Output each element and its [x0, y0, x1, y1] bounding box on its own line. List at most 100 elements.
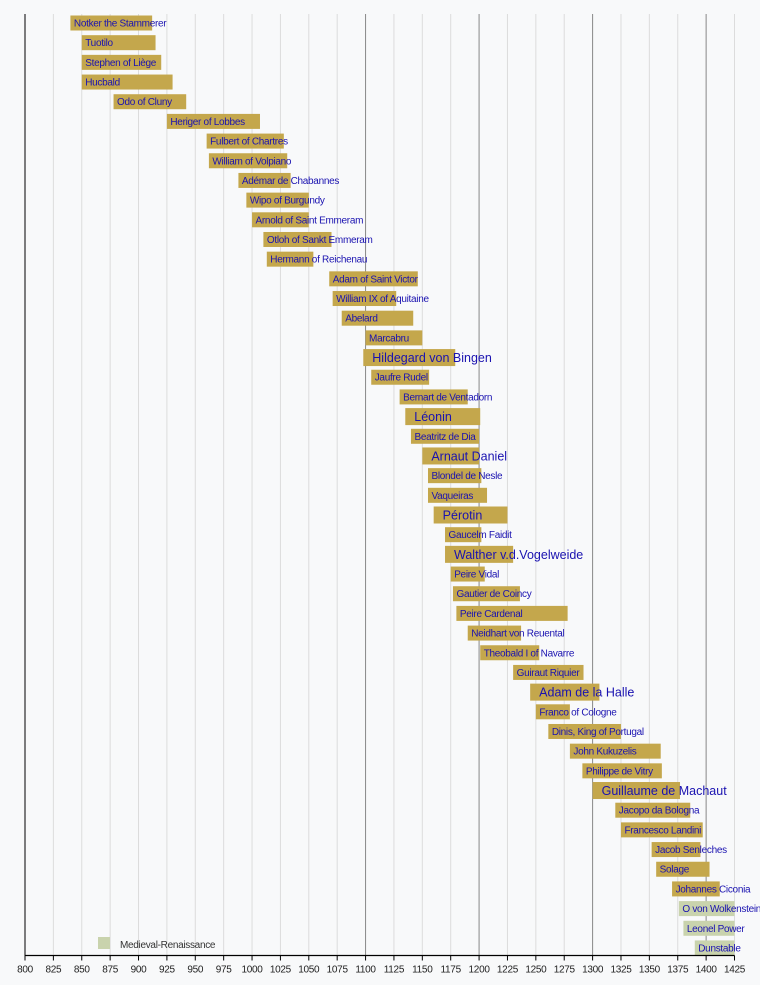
x-tick-label: 1050 — [298, 965, 320, 976]
timeline-row: John Kukuzelis — [569, 743, 661, 759]
composer-label[interactable]: Dinis, King of Portugal — [552, 727, 644, 738]
composer-label[interactable]: Guiraut Riquier — [517, 668, 581, 679]
composer-label[interactable]: Adam de la Halle — [539, 686, 634, 700]
composer-label[interactable]: Theobald I of Navarre — [484, 648, 575, 659]
composer-label[interactable]: Beatritz de Dia — [414, 432, 476, 443]
timeline-row: Wipo of Burgundy — [246, 192, 325, 208]
composer-label[interactable]: Walther v.d.Vogelweide — [454, 548, 583, 562]
timeline-row: Blondel de Nesle — [427, 468, 503, 484]
composer-label[interactable]: Arnaut Daniel — [431, 449, 507, 463]
composer-label[interactable]: Gaucelm Faidit — [449, 530, 513, 541]
timeline-bar — [450, 566, 485, 582]
timeline-row: Gaucelm Faidit — [445, 527, 513, 543]
composer-label[interactable]: Marcabru — [369, 333, 409, 344]
timeline-bar — [206, 133, 284, 149]
composer-label[interactable]: O von Wolkenstein — [682, 904, 760, 915]
timeline-bar — [422, 447, 480, 465]
x-tick-label: 925 — [159, 965, 176, 976]
composer-label[interactable]: Gautier de Coincy — [456, 589, 532, 600]
composer-label[interactable]: Philippe de Vitry — [586, 766, 654, 777]
timeline-row: Peire Vidal — [450, 566, 499, 582]
x-tick-label: 950 — [187, 965, 204, 976]
composer-label[interactable]: Neidhart von Reuental — [471, 629, 565, 640]
composer-label[interactable]: Franco of Cologne — [539, 707, 617, 718]
timeline-bar — [592, 782, 681, 800]
composer-label[interactable]: Jacopo da Bologna — [619, 806, 701, 817]
composer-label[interactable]: Johannes Ciconia — [676, 884, 752, 895]
timeline-row: Adémar de Chabannes — [238, 172, 340, 188]
composer-label[interactable]: Odo of Cluny — [117, 97, 172, 108]
timeline-bar — [70, 15, 153, 31]
timeline-bar — [456, 605, 568, 621]
composer-label[interactable]: Hermann of Reichenau — [270, 255, 367, 266]
composer-label[interactable]: Solage — [660, 865, 690, 876]
composer-label[interactable]: Adam of Saint Victor — [333, 274, 419, 285]
timeline-row: Heriger of Lobbes — [166, 113, 260, 129]
timeline-row: Arnold of Saint Emmeram — [252, 212, 364, 228]
composer-label[interactable]: Wipo of Burgundy — [250, 196, 325, 207]
timeline-row: Leonel Power — [683, 920, 746, 936]
timeline-row: Guiraut Riquier — [513, 664, 584, 680]
timeline-bar — [332, 291, 397, 307]
x-tick-label: 1400 — [696, 965, 718, 976]
timeline-row: William IX of Aquitaine — [332, 291, 430, 307]
timeline-row: Pérotin — [433, 506, 508, 524]
composer-label[interactable]: Hildegard von Bingen — [372, 351, 492, 365]
composer-label[interactable]: Fulbert of Chartres — [210, 137, 288, 148]
timeline-bar — [694, 940, 735, 956]
timeline-bar — [371, 369, 430, 385]
timeline-row: Vaqueiras — [427, 487, 488, 503]
timeline-row: Philippe de Vitry — [582, 763, 662, 779]
timeline-bar — [238, 172, 291, 188]
composer-label[interactable]: Hucbald — [85, 78, 120, 89]
x-tick-label: 875 — [102, 965, 119, 976]
timeline-bar — [672, 881, 720, 897]
timeline-bar — [81, 54, 162, 70]
composer-label[interactable]: Dunstable — [698, 943, 741, 954]
composer-label[interactable]: John Kukuzelis — [573, 747, 637, 758]
x-tick-label: 1250 — [525, 965, 547, 976]
composer-label[interactable]: Leonel Power — [687, 924, 746, 935]
composer-label[interactable]: Stephen of Liège — [85, 58, 157, 69]
timeline-bar — [620, 822, 703, 838]
composer-label[interactable]: Jacob Senleches — [655, 845, 727, 856]
x-tick-label: 1225 — [497, 965, 519, 976]
composer-label[interactable]: Arnold of Saint Emmeram — [256, 215, 364, 226]
x-tick-label: 1350 — [639, 965, 661, 976]
composer-label[interactable]: Peire Cardenal — [460, 609, 523, 620]
composer-label[interactable]: Adémar de Chabannes — [242, 176, 340, 187]
composer-label[interactable]: Abelard — [345, 314, 378, 325]
timeline-bar — [399, 389, 468, 405]
timeline-row: Hucbald — [81, 74, 173, 90]
timeline-row: Solage — [656, 861, 710, 877]
composer-label[interactable]: Notker the Stammerer — [74, 19, 168, 30]
timeline-bar — [535, 704, 570, 720]
composer-label[interactable]: Francesco Landini — [624, 825, 701, 836]
composer-label[interactable]: Bernart de Ventadorn — [403, 392, 492, 403]
timeline-bar — [329, 271, 418, 287]
composer-label[interactable]: Peire Vidal — [454, 570, 499, 581]
timeline-row: Adam of Saint Victor — [329, 271, 419, 287]
timeline-bar — [530, 683, 600, 701]
composer-label[interactable]: Blondel de Nesle — [431, 471, 503, 482]
composer-label[interactable]: Jaufre Rudel — [375, 373, 428, 384]
x-tick-label: 1425 — [724, 965, 746, 976]
composer-label[interactable]: Vaqueiras — [431, 491, 473, 502]
composer-label[interactable]: Guillaume de Machaut — [602, 784, 728, 798]
timeline-bar — [427, 468, 482, 484]
timeline-bar — [365, 330, 423, 346]
timeline-bar — [166, 113, 260, 129]
composer-label[interactable]: Otloh of Sankt Emmeram — [267, 235, 373, 246]
timeline-row: Dinis, King of Portugal — [548, 723, 644, 739]
composer-label[interactable]: Heriger of Lobbes — [170, 117, 245, 128]
x-tick-label: 800 — [17, 965, 34, 976]
timeline-bar — [81, 35, 156, 51]
composer-label[interactable]: Tuotilo — [85, 38, 114, 49]
composer-label[interactable]: William IX of Aquitaine — [336, 294, 430, 305]
composer-label[interactable]: Léonin — [414, 410, 452, 424]
timeline-bar — [445, 527, 482, 543]
x-tick-label: 850 — [74, 965, 91, 976]
timeline-row: Otloh of Sankt Emmeram — [263, 231, 373, 247]
composer-label[interactable]: William of Volpiano — [212, 156, 292, 167]
composer-label[interactable]: Pérotin — [443, 509, 483, 523]
